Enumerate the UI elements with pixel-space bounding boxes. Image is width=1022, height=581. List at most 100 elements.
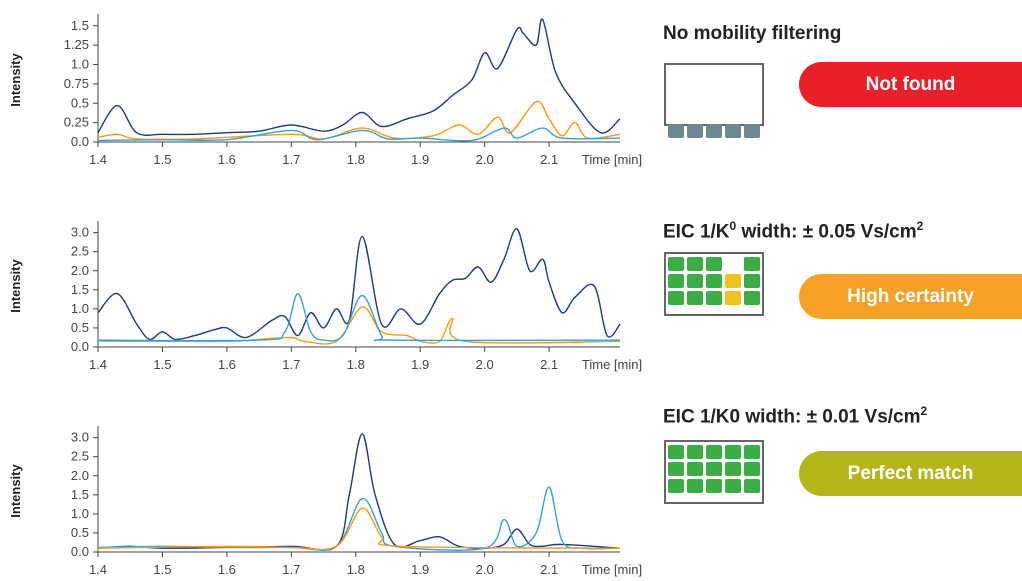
y-tick-label: 0.0 (71, 134, 89, 149)
y-tick-label: 2.0 (71, 468, 89, 483)
x-tick-label: 2.0 (476, 562, 494, 577)
x-tick-label: 1.6 (218, 152, 236, 167)
grid-cell-slate (668, 124, 684, 138)
y-tick-label: 3.0 (71, 225, 89, 240)
x-tick-label: 1.7 (282, 152, 300, 167)
grid-cell-green (687, 257, 703, 271)
series-line-orange (97, 100, 621, 141)
grid-cell-green (706, 479, 722, 493)
grid-cell-slate (744, 124, 760, 138)
grid-cell-empty (744, 107, 760, 121)
y-tick-label: 0.5 (71, 95, 89, 110)
y-tick-label: 1.5 (71, 18, 89, 33)
x-tick-label: 1.4 (89, 357, 107, 372)
chart-no-filtering: 0.0 0.25 0.5 0.75 1.0 1.25 1.5 1.4 1.5 1.6 1.7 1.8 1… (8, 14, 642, 167)
series-line-dark (97, 18, 621, 136)
x-tick-label: 1.8 (347, 562, 365, 577)
ims-grid-width-005 (664, 252, 764, 316)
grid-cell-green (687, 291, 703, 305)
status-badge-not-found: Not found (799, 62, 1022, 107)
grid-cell-green (706, 274, 722, 288)
grid-cell-green (725, 479, 741, 493)
grid-cell-green (687, 479, 703, 493)
grid-cell-yellow (725, 291, 741, 305)
grid-cell-green (687, 445, 703, 459)
grid-cell-empty (687, 107, 703, 121)
x-axis-title: Time [min] (582, 357, 642, 372)
grid-cell-green (744, 479, 760, 493)
y-tick-label: 0.5 (71, 320, 89, 335)
grid-cell-green (725, 462, 741, 476)
panel-title-no-filtering: No mobility filtering (663, 23, 842, 44)
panel-title-width-001: EIC 1/K0 width: ± 0.01 Vs/cm2 (663, 404, 928, 428)
chart-width-005: 0.0 0.5 1.0 1.5 2.0 2.5 3.0 1.4 1.5 1.6 1.7 1.8 1.9 2… (8, 221, 642, 372)
status-badge-high-certainty: High certainty (799, 274, 1022, 319)
grid-cell-green (744, 291, 760, 305)
x-tick-label: 1.8 (347, 152, 365, 167)
grid-cell-yellow (725, 274, 741, 288)
x-tick-label: 2.0 (476, 357, 494, 372)
x-tick-label: 1.9 (411, 152, 429, 167)
x-tick-label: 2.1 (540, 357, 558, 372)
grid-cell-empty (725, 107, 741, 121)
ims-grid-no-filtering (664, 63, 764, 138)
grid-cell-green (668, 257, 684, 271)
x-tick-label: 1.5 (153, 357, 171, 372)
grid-cell-slate (687, 124, 703, 138)
grid-cell-empty (668, 107, 684, 121)
y-axis-title: Intensity (8, 464, 23, 518)
y-axis-title: Intensity (8, 53, 23, 107)
grid-cell-green (668, 445, 684, 459)
series-line-dark (97, 228, 621, 341)
grid-cell-green (744, 274, 760, 288)
x-tick-label: 1.7 (282, 357, 300, 372)
grid-cell-slate (725, 124, 741, 138)
x-tick-label: 1.7 (282, 562, 300, 577)
x-tick-label: 1.5 (153, 562, 171, 577)
panel-title-width-005: EIC 1/K0 width: ± 0.05 Vs/cm2 (663, 219, 924, 243)
grid-cell-green (706, 462, 722, 476)
grid-cell-green (706, 445, 722, 459)
x-tick-label: 2.0 (476, 152, 494, 167)
x-tick-label: 1.4 (89, 152, 107, 167)
x-tick-label: 1.6 (218, 562, 236, 577)
grid-cell-green (668, 479, 684, 493)
y-tick-label: 0.0 (71, 544, 89, 559)
grid-cell-slate (706, 124, 722, 138)
grid-cell-empty (706, 107, 722, 121)
y-tick-label: 1.5 (71, 282, 89, 297)
x-tick-label: 1.9 (411, 357, 429, 372)
grid-cell-green (687, 274, 703, 288)
y-tick-label: 1.0 (71, 506, 89, 521)
grid-cell-empty (725, 257, 741, 271)
status-badge-perfect-match: Perfect match (799, 451, 1022, 496)
y-tick-label: 1.5 (71, 487, 89, 502)
ims-grid-width-001 (664, 440, 764, 504)
x-tick-label: 1.5 (153, 152, 171, 167)
grid-cell-green (668, 291, 684, 305)
y-tick-label: 2.5 (71, 244, 89, 259)
x-axis-title: Time [min] (582, 562, 642, 577)
series-line-light (97, 292, 621, 342)
grid-cell-green (744, 257, 760, 271)
y-tick-label: 2.0 (71, 263, 89, 278)
x-tick-label: 1.8 (347, 357, 365, 372)
y-tick-label: 0.5 (71, 525, 89, 540)
x-tick-label: 1.9 (411, 562, 429, 577)
series-line-dark (97, 433, 621, 551)
grid-cell-green (725, 445, 741, 459)
grid-cell-green (706, 257, 722, 271)
grid-cell-green (687, 462, 703, 476)
grid-cell-green (744, 462, 760, 476)
x-tick-label: 1.6 (218, 357, 236, 372)
series-line-light (97, 486, 621, 551)
y-axis-title: Intensity (8, 259, 23, 313)
y-tick-label: 0.25 (64, 115, 89, 130)
y-tick-label: 1.25 (64, 37, 89, 52)
chart-width-001: 0.0 0.5 1.0 1.5 2.0 2.5 3.0 1.4 1.5 1.6 1.7 1.8 1.9 2… (8, 426, 642, 577)
x-tick-label: 2.1 (540, 562, 558, 577)
y-tick-label: 3.0 (71, 430, 89, 445)
y-tick-label: 0.75 (64, 76, 89, 91)
grid-cell-green (706, 291, 722, 305)
x-tick-label: 2.1 (540, 152, 558, 167)
